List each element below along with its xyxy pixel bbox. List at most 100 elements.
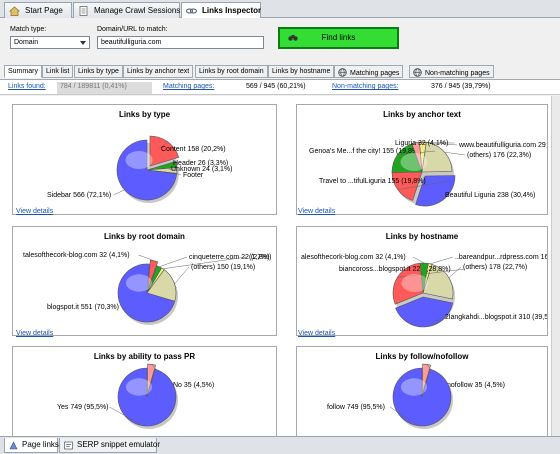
slice-label: Footer — [183, 172, 204, 179]
tab-links-inspector[interactable]: Links Inspector — [181, 2, 261, 19]
pie-chart-by-pass-pr: No 35 (4,5%) Yes 749 (95,5%) — [57, 363, 214, 429]
label-leader-line — [168, 168, 178, 171]
home-icon — [9, 6, 20, 16]
label-leader-line — [389, 406, 419, 426]
chart-title: Links by hostname — [385, 232, 459, 241]
label-leader-line — [397, 180, 449, 191]
label-leader-line — [444, 151, 466, 156]
label-leader-line — [397, 268, 466, 278]
tab-summary[interactable]: Summary — [4, 65, 42, 78]
pie-chart-by-anchor-text: www.beautifulliguria.com 29 (3,7%) (other… — [309, 140, 547, 207]
stats-bar: Links found: 784 / 189811 (0,41%) Matchi… — [0, 79, 560, 95]
globe-icon — [413, 68, 422, 77]
find-links-button[interactable]: Find links — [278, 27, 399, 49]
tab-manage-crawl-sessions[interactable]: Manage Crawl Sessions — [73, 2, 180, 18]
label-leader-line — [448, 266, 462, 279]
label-leader-line — [122, 306, 128, 310]
pie-slice — [117, 263, 176, 323]
tab-serp-snippet-emulator[interactable]: SERP snippet emulator — [59, 438, 161, 453]
slice-label: Liguria 32 (4,1%) — [395, 140, 448, 147]
slice-label: Header 26 (3,3%) — [173, 160, 228, 167]
label-leader-line — [430, 256, 454, 265]
pie-slice — [116, 139, 178, 201]
tab-label: Links by root domain — [199, 68, 264, 75]
tab-links-by-anchor-text[interactable]: Links by anchor text — [123, 65, 194, 78]
label-leader-line — [158, 141, 169, 150]
links-found-value: 784 / 189811 (0,41%) — [57, 82, 152, 94]
label-leader-line — [412, 256, 425, 264]
pie-chart-by-hostname: ..bareandpur...rdpress.com 16 (2%) (other… — [301, 254, 547, 328]
match-type-label: Match type: — [10, 26, 47, 33]
document-icon — [79, 6, 88, 16]
slice-label: (others) 150 (19,1%) — [191, 264, 255, 271]
vertical-scrollbar[interactable] — [551, 96, 560, 436]
view-details-link-by-anchor-text[interactable]: View details — [298, 208, 336, 215]
tab-start-page[interactable]: Start Page — [4, 2, 72, 18]
slice-label: www.beautifulliguria.com 29 (3,7%) — [458, 142, 547, 149]
non-matching-pages-link[interactable]: Non-matching pages: — [332, 83, 399, 90]
slice-label: No 35 (4,5%) — [173, 382, 214, 389]
tab-links-by-hostname[interactable]: Links by hostname — [268, 65, 335, 78]
match-type-select[interactable]: Domain — [10, 36, 90, 49]
tab-links-by-type[interactable]: Links by type — [74, 65, 123, 78]
slice-label: Sidebar 566 (72,1%) — [47, 192, 111, 199]
label-leader-line — [109, 406, 144, 426]
chart-panel-by-follow: Links by follow/nofollow nofollow 35 (4,… — [296, 346, 548, 436]
tab-label: Links by anchor text — [127, 68, 190, 75]
pie-slice — [147, 363, 156, 394]
tab-label: Link list — [46, 68, 70, 75]
slice-label: Beautiful Liguria 238 (30,4%) — [445, 192, 535, 199]
summary-panel: Links by type Content 158 (20,2%) Header … — [0, 96, 560, 436]
domain-label: Domain/URL to match: — [97, 26, 168, 33]
pie-slice — [422, 363, 431, 394]
chart-title: Links by anchor text — [383, 110, 461, 119]
pie-highlight — [401, 274, 429, 292]
tab-label: Summary — [8, 68, 38, 75]
tab-label: Page links — [22, 440, 59, 449]
pie-highlight — [125, 274, 153, 292]
tab-label: Links by type — [78, 68, 119, 75]
tab-label: SERP snippet emulator — [77, 440, 161, 449]
tab-page-links[interactable]: Page links — [4, 438, 59, 453]
pie-slice — [392, 367, 452, 427]
page-icon — [9, 441, 18, 450]
slice-label: Genoa's Me...f the city! 155 (19,8%) — [309, 148, 420, 155]
slice-label: talesofthecork-blog.com 32 (4,1%) — [23, 252, 130, 259]
tab-label: Matching pages — [350, 70, 400, 77]
tab-label: Start Page — [25, 6, 63, 15]
matching-pages-value: 569 / 945 (60,21%) — [246, 83, 306, 90]
chart-title: Links by follow/nofollow — [375, 352, 469, 361]
chart-panel-by-hostname: Links by hostname ..bareandpur...rdpress… — [296, 226, 548, 336]
slice-label: Yes 749 (95,5%) — [57, 404, 109, 411]
chart-title: Links by root domain — [104, 232, 185, 241]
slice-label: (others) 176 (22,3%) — [467, 152, 531, 159]
label-leader-line — [159, 256, 188, 267]
tab-link-list[interactable]: Link list — [42, 65, 74, 78]
slice-label: follow 749 (95,5%) — [327, 404, 385, 411]
pie-highlight — [125, 151, 153, 169]
serp-icon — [64, 441, 73, 450]
pie-slice — [117, 367, 177, 427]
domain-input[interactable]: beautifulliguria.com — [97, 36, 264, 49]
label-leader-line — [176, 173, 182, 176]
tab-matching-pages[interactable]: Matching pages — [334, 65, 404, 78]
view-details-link-by-root-domain[interactable]: View details — [16, 330, 54, 337]
sub-tab-bar: Summary Link list Links by type Links by… — [0, 64, 560, 79]
tab-links-by-root-domain[interactable]: Links by root domain — [195, 65, 268, 78]
label-leader-line — [174, 266, 190, 284]
tab-label: Non-matching pages — [425, 70, 490, 77]
globe-icon — [338, 68, 347, 77]
view-details-link-by-hostname[interactable]: View details — [298, 330, 336, 337]
tab-label: Links Inspector — [202, 6, 262, 15]
matching-pages-link[interactable]: Matching pages: — [163, 83, 215, 90]
pie-slice — [411, 141, 423, 173]
pie-chart-by-type: Content 158 (20,2%) Header 26 (3,3%)Unkno… — [47, 135, 232, 203]
chart-title: Links by type — [118, 110, 171, 119]
view-details-link-by-type[interactable]: View details — [16, 208, 54, 215]
slice-label: cinqueterre.com 22 (2,8%) — [189, 254, 271, 261]
find-links-label: Find links — [321, 33, 356, 42]
links-found-link[interactable]: Links found: — [8, 83, 46, 90]
chart-title: Links by ability to pass PR — [93, 352, 196, 361]
tab-non-matching-pages[interactable]: Non-matching pages — [409, 65, 494, 78]
